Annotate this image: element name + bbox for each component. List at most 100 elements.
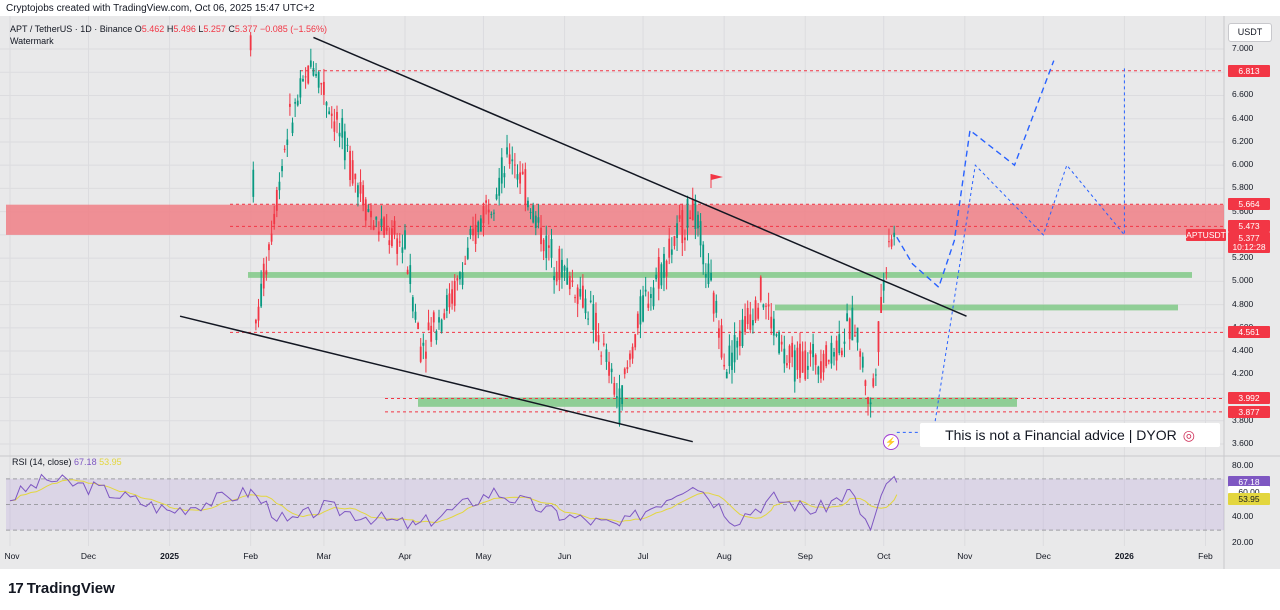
- candle-body: [268, 244, 270, 251]
- candle-body: [542, 239, 545, 252]
- candle-body: [741, 319, 744, 346]
- price-tick-label: 6.600: [1232, 89, 1254, 100]
- change-value: −0.085 (−1.56%): [259, 24, 328, 34]
- candle-body: [663, 253, 665, 278]
- candle-body: [618, 388, 621, 425]
- candle-body: [260, 283, 263, 307]
- candle-body: [440, 319, 443, 332]
- candle-body: [500, 157, 503, 184]
- candle-body: [566, 267, 569, 285]
- candle-body: [775, 334, 778, 336]
- candle-body: [749, 314, 752, 330]
- price-tick-label: 5.200: [1232, 252, 1254, 263]
- candle-body: [414, 311, 417, 320]
- price-tick-label: 4.200: [1232, 368, 1254, 379]
- candle-body: [851, 307, 854, 341]
- candle-body: [469, 228, 472, 235]
- candle-body: [388, 240, 391, 246]
- tradingview-logo: 17: [8, 580, 24, 597]
- tradingview-brand[interactable]: 17 TradingView: [8, 580, 115, 597]
- candle-body: [576, 287, 579, 304]
- lightning-icon[interactable]: ⚡: [883, 434, 899, 450]
- candle-body: [508, 154, 511, 165]
- support-zone: [418, 397, 1017, 407]
- price-tick-label: 6.400: [1232, 112, 1254, 123]
- candle-body: [464, 263, 467, 265]
- price-tick-label: 5.800: [1232, 182, 1254, 193]
- candle-body: [702, 244, 705, 265]
- candle-body: [854, 335, 856, 337]
- candle-body: [362, 185, 365, 206]
- candle-body: [861, 356, 864, 368]
- candle-body: [404, 230, 406, 249]
- time-tick-label: Dec: [1035, 551, 1051, 561]
- candle-body: [474, 224, 477, 244]
- symbol-name[interactable]: APT / TetherUS · 1D · Binance: [10, 24, 133, 34]
- candle-body: [885, 272, 888, 274]
- candle-body: [558, 248, 561, 280]
- resistance-zone: [6, 204, 1224, 235]
- disclaimer-text: This is not a Financial advice | DYOR: [945, 427, 1177, 443]
- price-marker: 10:12:28: [1228, 240, 1270, 253]
- candle-body: [438, 317, 440, 323]
- time-tick-label: Nov: [4, 551, 20, 561]
- candle-body: [466, 247, 469, 259]
- candle-body: [328, 111, 331, 115]
- candle-body: [521, 171, 524, 175]
- candle-body: [623, 368, 626, 375]
- candle-body: [534, 215, 537, 229]
- time-tick-label: Jun: [557, 551, 572, 561]
- candle-body: [503, 173, 506, 178]
- candle-body: [681, 210, 684, 244]
- rsi-legend: RSI (14, close) 67.18 53.95: [12, 457, 122, 467]
- candle-body: [827, 359, 830, 362]
- price-tick-label: 3.800: [1232, 414, 1254, 425]
- candle-body: [655, 274, 658, 280]
- candle-body: [516, 174, 519, 180]
- price-marker: 3.992: [1228, 392, 1270, 405]
- currency-selector[interactable]: USDT: [1228, 23, 1272, 42]
- candle-body: [801, 351, 804, 373]
- candle-body: [425, 351, 427, 359]
- candle-body: [519, 172, 522, 184]
- candle-body: [472, 228, 474, 236]
- candle-body: [636, 313, 639, 329]
- price-chart[interactable]: [0, 16, 1280, 569]
- candle-body: [715, 300, 718, 313]
- rsi-tick-label: 40.00: [1232, 511, 1254, 522]
- candle-body: [697, 214, 699, 229]
- candle-body: [281, 166, 283, 172]
- candle-body: [731, 352, 733, 370]
- price-marker: 6.813: [1228, 64, 1270, 77]
- symbol-legend: APT / TetherUS · 1D · Binance O5.462 H5.…: [10, 23, 327, 47]
- disclaimer-note: This is not a Financial advice | DYOR ◎: [920, 423, 1220, 447]
- candle-body: [668, 238, 671, 258]
- low-value: 5.257: [203, 24, 226, 34]
- candle-body: [427, 322, 430, 331]
- candle-body: [451, 289, 453, 304]
- candle-body: [799, 343, 801, 378]
- candle-body: [513, 164, 516, 166]
- candle-body: [343, 131, 346, 161]
- chart-frame[interactable]: APT / TetherUS · 1D · Binance O5.462 H5.…: [0, 16, 1280, 569]
- candle-body: [312, 68, 315, 76]
- candle-body: [678, 215, 681, 219]
- candle-body: [650, 294, 652, 299]
- candle-body: [532, 205, 535, 223]
- candle-body: [589, 300, 592, 302]
- time-tick-label: 2026: [1114, 551, 1134, 561]
- candle-body: [299, 78, 302, 98]
- candle-body: [430, 325, 433, 342]
- candle-body: [757, 307, 760, 319]
- candle-body: [838, 334, 841, 354]
- candle-body: [872, 378, 875, 387]
- candle-body: [744, 316, 746, 333]
- price-tick-label: 5.600: [1232, 205, 1254, 216]
- candle-body: [859, 351, 862, 357]
- candle-body: [673, 236, 676, 246]
- rsi-name[interactable]: RSI (14, close): [12, 457, 72, 467]
- rsi-value: 67.18: [74, 457, 97, 467]
- candle-body: [652, 287, 655, 307]
- time-tick-label: Dec: [80, 551, 97, 561]
- candle-body: [364, 199, 367, 221]
